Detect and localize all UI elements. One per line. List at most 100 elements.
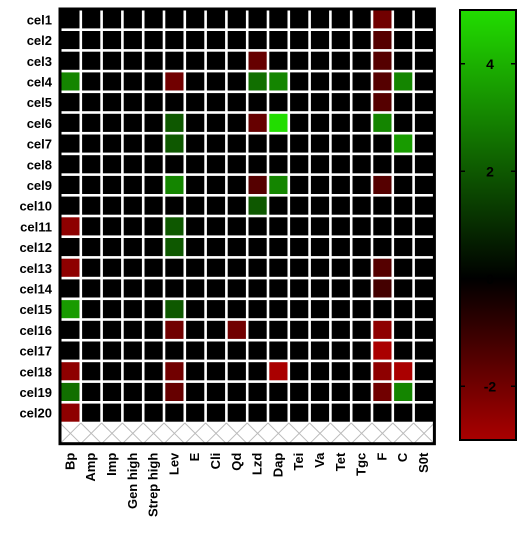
heatmap-cell-cel14-tgc — [352, 279, 371, 298]
heatmap-cell-cel10-amp — [82, 196, 101, 215]
heatmap-cell-cel19-tet — [331, 382, 350, 401]
heatmap-cell-cel9-s0t — [414, 175, 434, 194]
heatmap-cell-cel11-tei — [290, 217, 309, 236]
heatmap-cell-cel13-amp — [82, 258, 101, 277]
heatmap-cell-cel13-tei — [290, 258, 309, 277]
colorbar-tick-label: 0 — [486, 271, 494, 287]
heatmap-cell-cel2-tgc — [352, 31, 371, 50]
heatmap-cell-cel5-c — [394, 93, 413, 112]
heatmap-cell-cel10-e — [186, 196, 205, 215]
heatmap-cell-cel10-qd — [227, 196, 246, 215]
heatmap-cell-cel18-tet — [331, 362, 350, 381]
heatmap-cell-cel9-bp — [61, 175, 80, 194]
row-label-cel14: cel14 — [19, 281, 52, 296]
heatmap-cell-cel13-c — [394, 258, 413, 277]
heatmap-cell-cel8-tet — [331, 155, 350, 174]
heatmap-cell-cel19-f — [373, 382, 392, 401]
heatmap-cell-cel8-strep-high — [144, 155, 163, 174]
heatmap-cell-cel14-imp — [102, 279, 122, 298]
heatmap-cell-cel6-tet — [331, 113, 350, 132]
row-label-cel4: cel4 — [27, 74, 53, 89]
empty-cell-cross-strep-high — [142, 422, 165, 445]
empty-cell-cross-c — [392, 422, 414, 445]
heatmap-cell-cel13-strep-high — [144, 258, 163, 277]
heatmap-cell-cel17-dap — [269, 341, 288, 360]
heatmap-cell-cel14-dap — [269, 279, 288, 298]
heatmap-cell-cel20-imp — [102, 403, 122, 422]
heatmap-cell-cel7-strep-high — [144, 134, 163, 153]
empty-cell-cross-imp — [101, 422, 123, 445]
row-label-cel3: cel3 — [27, 54, 52, 69]
heatmap-cell-cel18-f — [373, 362, 392, 381]
heatmap-cell-cel12-cli — [206, 238, 226, 257]
heatmap-cell-cel5-strep-high — [144, 93, 163, 112]
heatmap-cell-cel17-tei — [290, 341, 309, 360]
heatmap-cell-cel6-tgc — [352, 113, 371, 132]
heatmap-cell-cel11-dap — [269, 217, 288, 236]
column-label-strep-high: Strep high — [146, 453, 161, 517]
row-label-cel11: cel11 — [20, 219, 52, 234]
empty-cell-cross-tei — [288, 422, 310, 445]
colorbar-tick-label: -2 — [484, 378, 497, 394]
heatmap-cell-cel10-va — [310, 196, 330, 215]
heatmap-cell-cel14-tei — [290, 279, 309, 298]
heatmap-cell-cel1-c — [394, 10, 413, 29]
heatmap-cell-cel10-imp — [102, 196, 122, 215]
heatmap-cell-cel14-gen-high — [123, 279, 142, 298]
heatmap-cell-cel10-bp — [61, 196, 80, 215]
empty-cell-cross-tgc — [350, 422, 373, 445]
heatmap-cell-cel1-tei — [290, 10, 309, 29]
heatmap-cell-cel5-lev — [165, 93, 184, 112]
heatmap-cell-cel17-e — [186, 341, 205, 360]
heatmap-cell-cel7-e — [186, 134, 205, 153]
empty-cell-cross-s0t — [413, 422, 435, 445]
heatmap-cell-cel4-cli — [206, 72, 226, 91]
heatmap-cell-cel10-f — [373, 196, 392, 215]
heatmap-cell-cel6-bp — [61, 113, 80, 132]
heatmap-cell-cel20-amp — [82, 403, 101, 422]
heatmap-cell-cel15-amp — [82, 300, 101, 319]
heatmap-cell-cel10-gen-high — [123, 196, 142, 215]
heatmap-cell-cel11-gen-high — [123, 217, 142, 236]
heatmap-cell-cel2-c — [394, 31, 413, 50]
heatmap-cell-cel19-s0t — [414, 382, 434, 401]
column-label-tgc: Tgc — [354, 453, 369, 476]
heatmap-cell-cel4-bp — [61, 72, 80, 91]
heatmap-cell-cel8-bp — [61, 155, 80, 174]
heatmap-cell-cel11-lev — [165, 217, 184, 236]
heatmap-cell-cel8-dap — [269, 155, 288, 174]
heatmap-cell-cel16-tgc — [352, 320, 371, 339]
heatmap-cell-cel10-tgc — [352, 196, 371, 215]
heatmap-cell-cel16-e — [186, 320, 205, 339]
heatmap-cell-cel17-gen-high — [123, 341, 142, 360]
heatmap-cell-cel1-dap — [269, 10, 288, 29]
heatmap-cell-cel20-qd — [227, 403, 246, 422]
heatmap-cell-cel19-lzd — [248, 382, 267, 401]
heatmap-cell-cel12-tei — [290, 238, 309, 257]
heatmap-cell-cel18-dap — [269, 362, 288, 381]
row-label-cel6: cel6 — [27, 116, 52, 131]
heatmap-cell-cel3-va — [310, 51, 330, 70]
heatmap-cell-cel7-s0t — [414, 134, 434, 153]
heatmap-cell-cel15-qd — [227, 300, 246, 319]
heatmap-cell-cel19-qd — [227, 382, 246, 401]
heatmap-cell-cel3-tei — [290, 51, 309, 70]
heatmap-cell-cel12-va — [310, 238, 330, 257]
heatmap-cell-cel9-c — [394, 175, 413, 194]
heatmap-cell-cel15-dap — [269, 300, 288, 319]
row-label-cel2: cel2 — [27, 33, 52, 48]
heatmap-cell-cel4-strep-high — [144, 72, 163, 91]
heatmap-cell-cel12-bp — [61, 238, 80, 257]
heatmap-cell-cel9-tet — [331, 175, 350, 194]
heatmap-cell-cel20-gen-high — [123, 403, 142, 422]
column-label-va: Va — [312, 452, 327, 468]
heatmap-cell-cel4-s0t — [414, 72, 434, 91]
empty-cell-cross-tet — [330, 422, 352, 445]
heatmap-cell-cel1-amp — [82, 10, 101, 29]
heatmap-cell-cel15-f — [373, 300, 392, 319]
heatmap-cell-cel20-tgc — [352, 403, 371, 422]
heatmap-cell-cel18-va — [310, 362, 330, 381]
heatmap-cell-cel10-dap — [269, 196, 288, 215]
heatmap-cell-cel2-cli — [206, 31, 226, 50]
heatmap-cell-cel16-bp — [61, 320, 80, 339]
